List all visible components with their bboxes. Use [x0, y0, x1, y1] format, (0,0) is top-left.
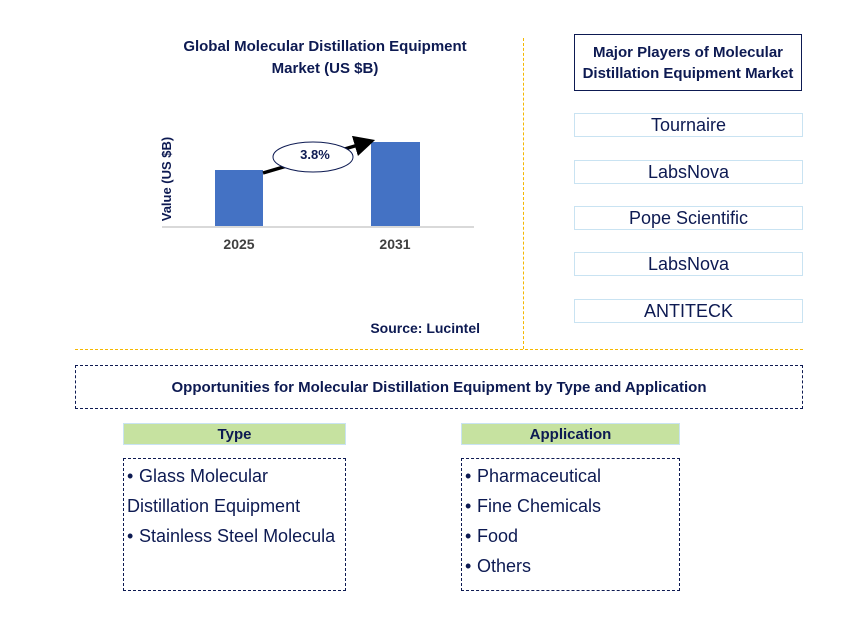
type-list: • Glass Molecular Distillation Equipment … — [123, 458, 346, 591]
list-item: • Pharmaceutical — [465, 461, 679, 491]
vertical-divider — [523, 38, 524, 349]
bullet-icon: • — [465, 496, 472, 516]
bullet-icon: • — [465, 466, 472, 486]
chart-title-line-2: Market (US $B) — [271, 60, 379, 77]
player-item: ANTITECK — [574, 299, 803, 323]
x-tick-2025: 2025 — [223, 236, 255, 252]
bullet-icon: • — [465, 556, 472, 576]
players-title: Major Players of Molecular Distillation … — [574, 34, 802, 91]
x-axis-line — [162, 226, 474, 228]
application-header: Application — [461, 423, 680, 445]
cagr-label: 3.8% — [300, 147, 330, 162]
opportunities-title: Opportunities for Molecular Distillation… — [75, 365, 803, 409]
application-list: • Pharmaceutical • Fine Chemicals • Food • O… — [461, 458, 680, 591]
list-item: • Fine Chemicals — [465, 491, 679, 521]
x-tick-2031: 2031 — [379, 236, 411, 252]
bar-2025 — [215, 170, 263, 227]
player-item: LabsNova — [574, 252, 803, 276]
bar-2031 — [371, 142, 420, 227]
list-item: • Food — [465, 521, 679, 551]
type-header: Type — [123, 423, 346, 445]
player-item: LabsNova — [574, 160, 803, 184]
player-item: Pope Scientific — [574, 206, 803, 230]
list-item-continuation: Distillation Equipment — [127, 496, 301, 516]
list-item: • Glass Molecular — [127, 461, 345, 491]
bullet-icon: • — [127, 466, 134, 486]
player-item: Tournaire — [574, 113, 803, 137]
bullet-icon: • — [127, 526, 134, 546]
horizontal-divider — [75, 349, 803, 350]
list-item: • Stainless Steel Molecula — [127, 521, 345, 551]
list-item: • Others — [465, 551, 679, 581]
source-label: Source: Lucintel — [370, 320, 480, 336]
cagr-arrow-icon — [262, 135, 376, 175]
y-axis-label: Value (US $B) — [159, 136, 174, 222]
players-title-line-2: Distillation Equipment Market — [582, 64, 794, 82]
bullet-icon: • — [465, 526, 472, 546]
chart-title-line-1: Global Molecular Distillation Equipment — [183, 38, 467, 55]
players-title-line-1: Major Players of Molecular — [592, 43, 784, 61]
chart-title: Global Molecular Distillation Equipment … — [150, 36, 500, 80]
